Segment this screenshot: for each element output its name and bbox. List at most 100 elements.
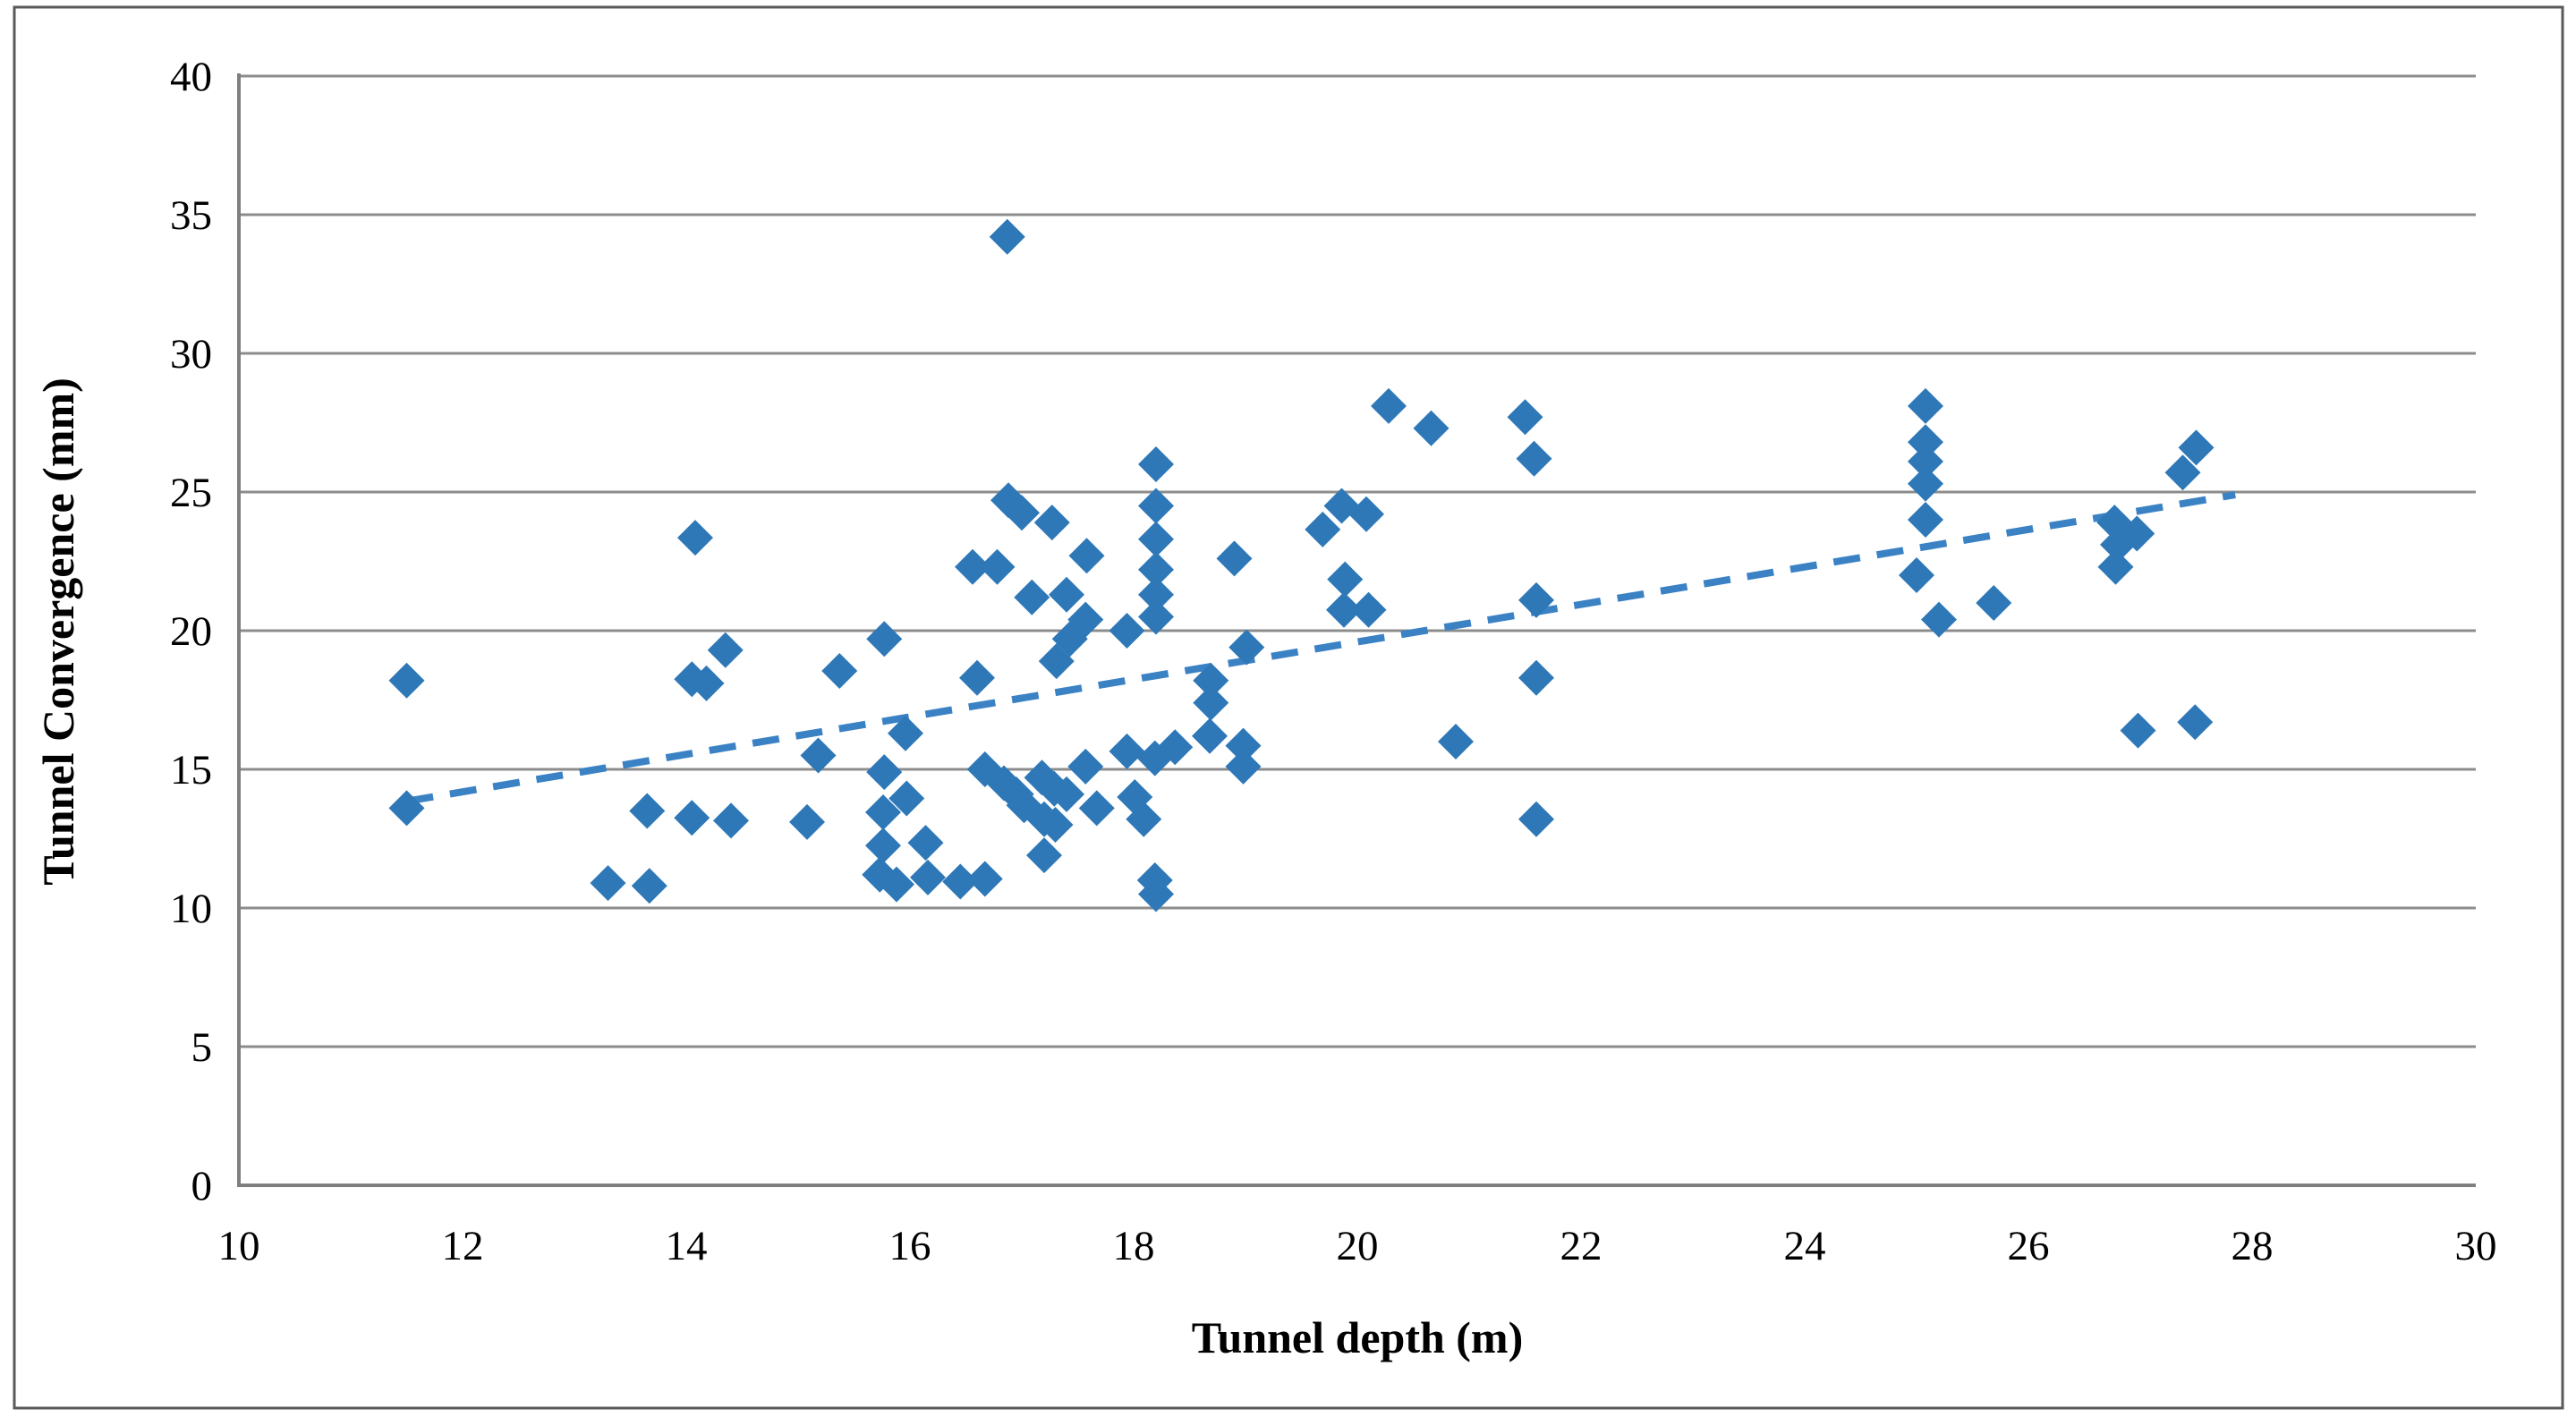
data-point-diamond bbox=[907, 825, 944, 861]
data-point-diamond bbox=[1014, 579, 1050, 615]
data-point-diamond bbox=[388, 790, 425, 827]
data-point-diamond bbox=[1413, 410, 1450, 446]
scatter-points-group bbox=[388, 218, 2215, 912]
x-tick-label: 14 bbox=[666, 1223, 708, 1269]
data-point-diamond bbox=[1228, 629, 1265, 666]
y-tick-label: 5 bbox=[191, 1024, 213, 1071]
data-point-diamond bbox=[1908, 387, 1943, 424]
data-point-diamond bbox=[866, 621, 903, 658]
data-point-diamond bbox=[1109, 733, 1145, 769]
figure-border bbox=[13, 5, 2564, 1410]
data-point-diamond bbox=[1067, 748, 1104, 785]
data-point-diamond bbox=[879, 866, 914, 903]
data-point-diamond bbox=[989, 218, 1025, 255]
y-tick-label: 20 bbox=[170, 608, 212, 655]
data-point-diamond bbox=[1049, 776, 1084, 812]
x-axis-title: Tunnel depth (m) bbox=[1192, 1312, 1523, 1362]
data-point-diamond bbox=[590, 865, 626, 902]
data-point-diamond bbox=[1193, 662, 1229, 699]
y-tick-label: 25 bbox=[170, 470, 212, 516]
y-tick-label: 15 bbox=[170, 747, 212, 793]
data-point-diamond bbox=[2177, 704, 2214, 741]
data-point-diamond bbox=[2097, 548, 2134, 585]
data-point-diamond bbox=[1350, 591, 1387, 628]
data-point-diamond bbox=[1138, 876, 1174, 912]
data-point-diamond bbox=[1326, 591, 1362, 628]
y-tick-label: 30 bbox=[170, 331, 212, 378]
data-point-diamond bbox=[1109, 613, 1145, 649]
data-point-diamond bbox=[674, 800, 710, 836]
data-point-diamond bbox=[1371, 387, 1407, 424]
data-point-diamond bbox=[865, 827, 901, 864]
data-point-diamond bbox=[388, 662, 425, 699]
gridlines-group bbox=[239, 74, 2476, 1048]
trendline bbox=[405, 491, 2236, 805]
data-point-diamond bbox=[1518, 581, 1554, 618]
data-point-diamond bbox=[1516, 440, 1552, 477]
data-point-diamond bbox=[2100, 526, 2136, 563]
data-point-diamond bbox=[888, 780, 925, 817]
data-point-diamond bbox=[1216, 540, 1253, 577]
data-point-diamond bbox=[1305, 511, 1341, 547]
data-point-diamond bbox=[1976, 585, 2012, 621]
x-tick-label: 10 bbox=[218, 1223, 260, 1269]
data-point-diamond bbox=[1138, 488, 1174, 524]
data-point-diamond bbox=[629, 793, 666, 829]
x-tick-label: 16 bbox=[889, 1223, 931, 1269]
data-point-diamond bbox=[1138, 551, 1174, 588]
y-tick-label: 35 bbox=[170, 192, 212, 239]
data-point-diamond bbox=[2164, 454, 2201, 491]
x-tick-label: 26 bbox=[2008, 1223, 2050, 1269]
x-tick-label: 12 bbox=[442, 1223, 484, 1269]
data-point-diamond bbox=[1908, 465, 1943, 502]
data-point-diamond bbox=[1138, 521, 1174, 557]
y-tick-label: 40 bbox=[170, 54, 212, 100]
data-point-diamond bbox=[888, 715, 923, 751]
data-point-diamond bbox=[2178, 429, 2215, 466]
data-point-diamond bbox=[1138, 446, 1174, 482]
data-point-diamond bbox=[1037, 807, 1074, 843]
tick-labels-group: 0 5 10 15 20 25 30 35 40 10 12 14 16 18 20 22 24 26 28 30 bbox=[170, 54, 2497, 1269]
data-point-diamond bbox=[1348, 496, 1384, 532]
data-point-diamond bbox=[1225, 727, 1262, 764]
data-point-diamond bbox=[1908, 502, 1943, 538]
data-point-diamond bbox=[1908, 443, 1943, 479]
data-point-diamond bbox=[1899, 557, 1934, 593]
x-tick-label: 22 bbox=[1560, 1223, 1603, 1269]
data-point-diamond bbox=[942, 863, 979, 900]
data-point-diamond bbox=[979, 548, 1016, 585]
data-point-diamond bbox=[1026, 837, 1062, 874]
data-point-diamond bbox=[1327, 561, 1364, 598]
data-point-diamond bbox=[688, 665, 725, 701]
data-point-diamond bbox=[1138, 576, 1174, 613]
y-tick-label: 10 bbox=[170, 886, 212, 932]
data-point-diamond bbox=[1126, 801, 1162, 837]
data-point-diamond bbox=[865, 794, 901, 831]
x-tick-label: 24 bbox=[1784, 1223, 1826, 1269]
y-axis-title: Tunnel Convergence (mm) bbox=[33, 378, 83, 886]
data-point-diamond bbox=[1078, 790, 1115, 827]
y-tick-label: 0 bbox=[191, 1163, 213, 1209]
data-point-diamond bbox=[2120, 712, 2156, 749]
data-point-diamond bbox=[789, 803, 825, 840]
data-point-diamond bbox=[866, 754, 903, 791]
data-point-diamond bbox=[1507, 399, 1543, 436]
x-tick-label: 30 bbox=[2455, 1223, 2497, 1269]
data-point-diamond bbox=[966, 861, 1003, 897]
data-point-diamond bbox=[713, 802, 749, 839]
data-point-diamond bbox=[1049, 576, 1084, 613]
data-point-diamond bbox=[1518, 801, 1554, 837]
data-point-diamond bbox=[1038, 643, 1075, 680]
data-point-diamond bbox=[1157, 729, 1194, 766]
data-point-diamond bbox=[1438, 724, 1474, 759]
data-point-diamond bbox=[677, 520, 713, 556]
data-point-diamond bbox=[800, 737, 837, 774]
x-tick-label: 28 bbox=[2232, 1223, 2274, 1269]
data-point-diamond bbox=[1193, 684, 1229, 721]
data-point-diamond bbox=[821, 652, 858, 689]
data-point-diamond bbox=[955, 548, 990, 585]
data-point-diamond bbox=[1004, 495, 1040, 531]
trendline-group bbox=[405, 491, 2236, 805]
